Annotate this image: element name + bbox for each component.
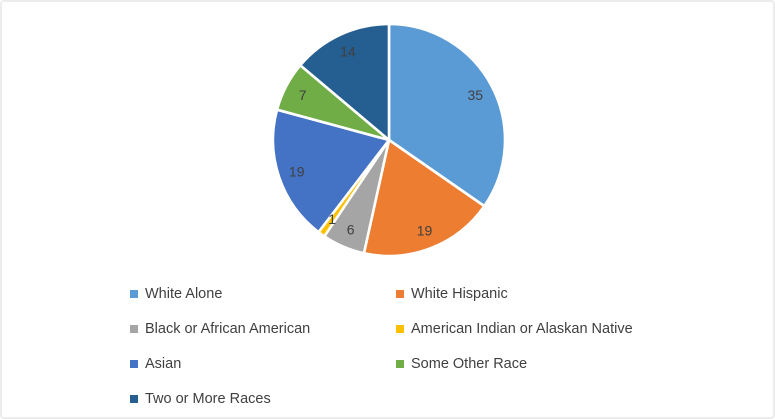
chart-legend: White Alone White Hispanic Black or Africa… [130, 283, 696, 410]
legend-label: White Hispanic [411, 285, 508, 302]
data-label-asian: 19 [289, 163, 305, 179]
legend-label: American Indian or Alaskan Native [411, 320, 633, 337]
legend-marker-white-alone [130, 290, 138, 298]
legend-label: Black or African American [145, 320, 311, 337]
legend-item-asian[interactable]: Asian [130, 353, 396, 375]
pie-slice-asian[interactable] [271, 108, 391, 234]
data-label-white-hispanic: 19 [417, 223, 433, 239]
data-label-two-or-more-races: 14 [340, 44, 356, 60]
legend-item-white-hispanic[interactable]: White Hispanic [396, 283, 696, 305]
pie-slice-white-hispanic[interactable] [362, 138, 486, 258]
legend-marker-some-other-race [396, 360, 404, 368]
data-label-white-alone: 35 [468, 87, 484, 103]
legend-marker-american-indian-or-alaskan-native [396, 325, 404, 333]
legend-marker-black-or-african-american [130, 325, 138, 333]
legend-marker-white-hispanic [396, 290, 404, 298]
legend-item-black-or-african-american[interactable]: Black or African American [130, 318, 396, 340]
legend-item-some-other-race[interactable]: Some Other Race [396, 353, 696, 375]
legend-item-white-alone[interactable]: White Alone [130, 283, 396, 305]
data-label-black-or-african-american: 6 [347, 222, 355, 238]
pie-chart: 35 19 61 19 7 14 [271, 22, 507, 258]
legend-item-two-or-more-races[interactable]: Two or More Races [130, 388, 396, 410]
data-label-some-other-race: 7 [299, 87, 307, 103]
legend-item-american-indian-or-alaskan-native[interactable]: American Indian or Alaskan Native [396, 318, 696, 340]
data-label-american-indian-or-alaskan-native: 1 [328, 211, 336, 227]
legend-marker-asian [130, 360, 138, 368]
legend-label: Two or More Races [145, 390, 271, 407]
pie-slice-white-alone[interactable] [387, 22, 507, 208]
legend-label: Some Other Race [411, 355, 528, 372]
legend-label: Asian [145, 355, 182, 372]
pie-slice-two-or-more-races[interactable] [298, 22, 391, 142]
legend-marker-two-or-more-races [130, 395, 138, 403]
legend-label: White Alone [145, 285, 223, 302]
